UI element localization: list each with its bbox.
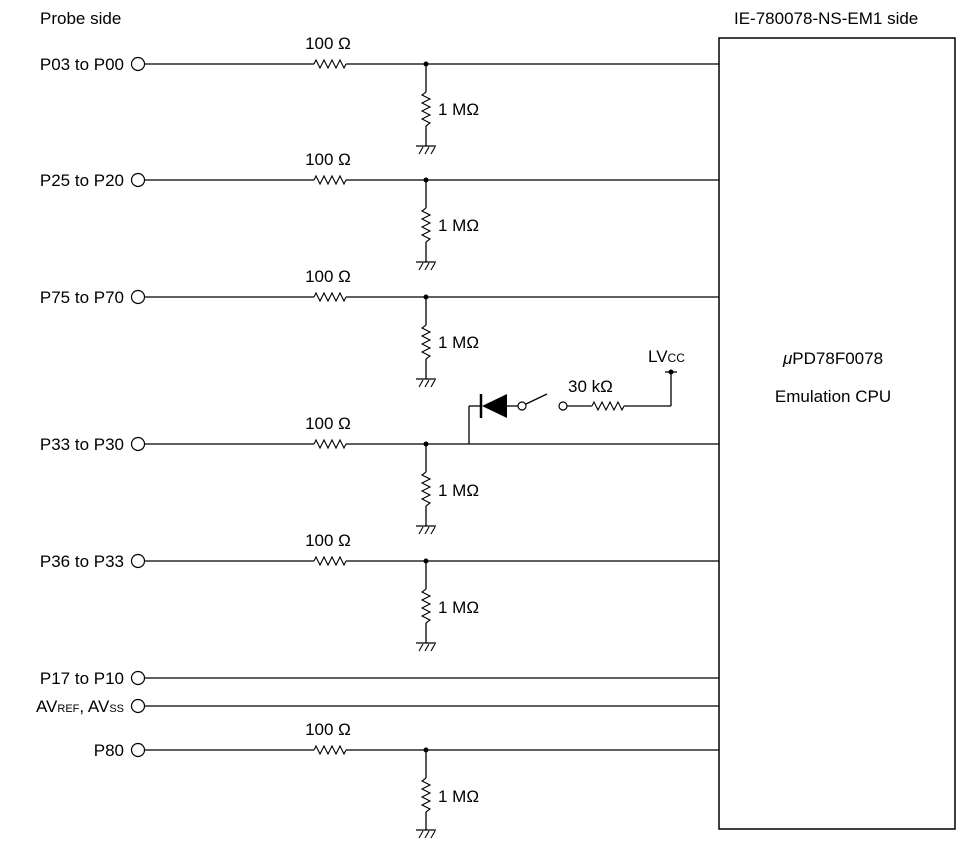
pulldown-label: 1 MΩ	[438, 481, 479, 500]
switch-contact-icon	[517, 401, 527, 411]
pulldown-resistor-icon	[421, 471, 431, 507]
clamp-switch-circuit: 30 kΩ LVCC	[468, 347, 685, 444]
switch-arm-icon	[525, 393, 548, 405]
pin-label: P25 to P20	[40, 171, 124, 190]
signal-line-avref-avss: AVREF, AVSS	[36, 697, 719, 716]
supply-label: LVCC	[648, 347, 685, 366]
terminal-icon	[130, 670, 146, 686]
terminal-icon	[130, 289, 146, 305]
resistor-icon	[313, 439, 347, 449]
pulldown-resistor-icon	[421, 207, 431, 243]
terminal-icon	[130, 436, 146, 452]
emulator-side-label: IE-780078-NS-EM1 side	[734, 9, 918, 28]
cpu-subtitle-label: Emulation CPU	[775, 387, 891, 406]
pin-label: P75 to P70	[40, 288, 124, 307]
resistor-icon	[313, 59, 347, 69]
resistor-icon	[591, 401, 625, 411]
pulldown-resistor-icon	[421, 91, 431, 127]
terminal-icon	[130, 742, 146, 758]
pin-label: P17 to P10	[40, 669, 124, 688]
signal-line-p33-p30: P33 to P30 100 Ω 1 MΩ	[40, 414, 719, 535]
resistor-icon	[313, 556, 347, 566]
ground-icon	[415, 261, 437, 271]
ground-icon	[415, 525, 437, 535]
pulldown-label: 1 MΩ	[438, 333, 479, 352]
probe-side-label: Probe side	[40, 9, 121, 28]
pulldown-resistor-icon	[421, 324, 431, 360]
switch-contact-icon	[558, 401, 568, 411]
resistor-label: 100 Ω	[305, 720, 351, 739]
terminal-icon	[130, 553, 146, 569]
switch-resistor-label: 30 kΩ	[568, 377, 613, 396]
pin-label: P36 to P33	[40, 552, 124, 571]
resistor-icon	[313, 292, 347, 302]
pin-label: P03 to P00	[40, 55, 124, 74]
ground-icon	[415, 145, 437, 155]
signal-line-p03-p00: P03 to P00 100 Ω 1 MΩ	[40, 34, 719, 155]
pulldown-resistor-icon	[421, 588, 431, 624]
signal-line-p36-p33: P36 to P33 100 Ω 1 MΩ	[40, 531, 719, 652]
pin-label: AVREF, AVSS	[36, 697, 124, 716]
resistor-label: 100 Ω	[305, 531, 351, 550]
pulldown-label: 1 MΩ	[438, 216, 479, 235]
pulldown-label: 1 MΩ	[438, 598, 479, 617]
ground-icon	[415, 829, 437, 839]
emulation-cpu-box	[718, 37, 956, 830]
signal-line-p17-p10: P17 to P10	[40, 669, 719, 688]
terminal-icon	[130, 698, 146, 714]
ground-icon	[415, 642, 437, 652]
signal-line-p80: P80 100 Ω 1 MΩ	[94, 720, 719, 839]
resistor-icon	[313, 175, 347, 185]
resistor-label: 100 Ω	[305, 150, 351, 169]
pin-label: P80	[94, 741, 124, 760]
resistor-label: 100 Ω	[305, 34, 351, 53]
pin-label: P33 to P30	[40, 435, 124, 454]
resistor-label: 100 Ω	[305, 267, 351, 286]
cpu-name-label: μPD78F0078	[782, 349, 883, 368]
signal-line-p25-p20: P25 to P20 100 Ω 1 MΩ	[40, 150, 719, 271]
diode-icon	[482, 394, 507, 418]
pulldown-resistor-icon	[421, 777, 431, 813]
terminal-icon	[130, 172, 146, 188]
terminal-icon	[130, 56, 146, 72]
signal-line-p75-p70: P75 to P70 100 Ω 1 MΩ	[40, 267, 719, 388]
resistor-label: 100 Ω	[305, 414, 351, 433]
pulldown-label: 1 MΩ	[438, 100, 479, 119]
ground-icon	[415, 378, 437, 388]
resistor-icon	[313, 745, 347, 755]
pulldown-label: 1 MΩ	[438, 787, 479, 806]
